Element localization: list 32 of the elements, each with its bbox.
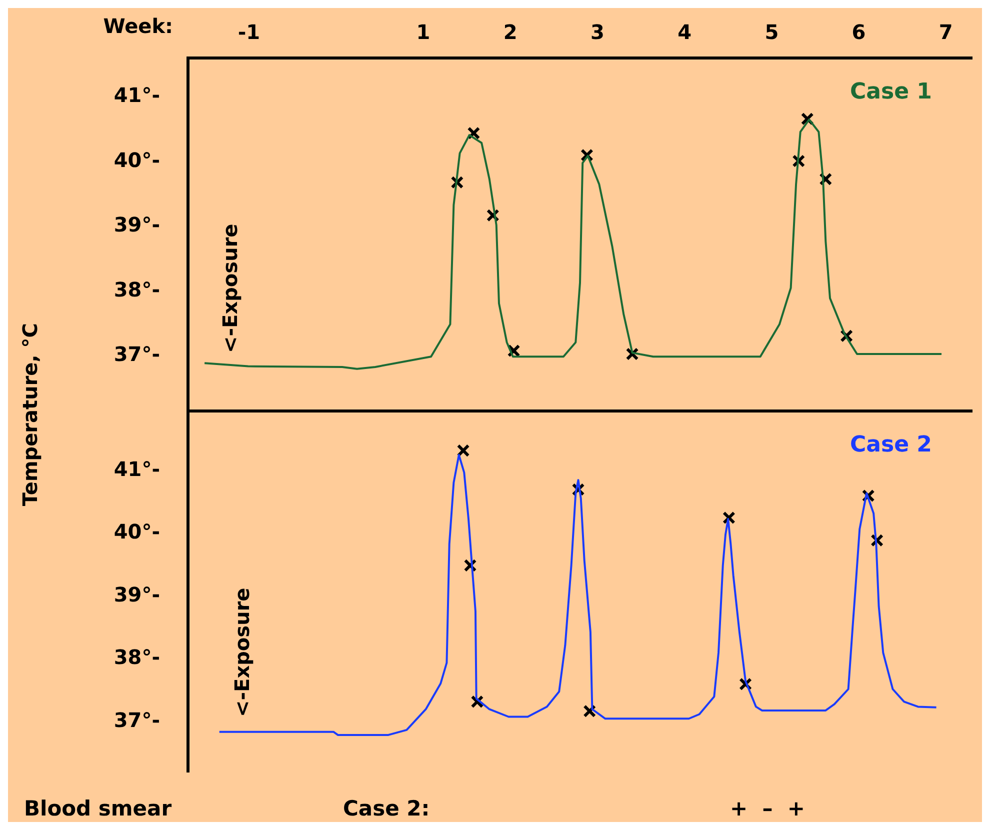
- x-axis-title: Week:: [103, 14, 173, 38]
- y-tick-label: 37°-: [114, 342, 160, 366]
- point: [580, 148, 594, 162]
- y-tick-label: 38°-: [114, 645, 160, 670]
- y-tick-label: 40°-: [114, 148, 160, 172]
- y-axis-title: Temperature, °C: [18, 323, 42, 507]
- x-tick-label: 3: [590, 20, 604, 44]
- x-tick-label: 4: [678, 20, 692, 44]
- point: [507, 344, 520, 358]
- y-tick-label: 39°-: [114, 582, 160, 606]
- text: Case 2:: [343, 796, 430, 820]
- y-tick-label: 41°-: [114, 456, 160, 481]
- point: [722, 511, 736, 524]
- x-tick-label: 1: [416, 20, 430, 44]
- text: + – +: [730, 796, 805, 820]
- y-tick-label: 41°-: [114, 83, 160, 108]
- y-tick-label: 39°-: [114, 212, 160, 237]
- annotation: <-Exposure: [230, 588, 254, 717]
- y-tick-label: 37°-: [114, 708, 160, 732]
- x-tick-label: 5: [764, 20, 779, 44]
- series-label: Case 1: [850, 80, 932, 105]
- x-tick-label: 6: [852, 20, 866, 44]
- x-tick-label: -1: [238, 20, 260, 44]
- point: [467, 126, 480, 140]
- x-tick-label: 2: [503, 20, 518, 44]
- annotation: <-Exposure: [218, 224, 242, 353]
- text: Blood smear: [24, 796, 172, 820]
- series-label: Case 2: [850, 432, 932, 458]
- point: [456, 444, 470, 458]
- y-tick-label: 38°-: [114, 277, 160, 302]
- x-tick-label: 7: [938, 20, 953, 44]
- y-tick-label: 40°-: [114, 520, 160, 544]
